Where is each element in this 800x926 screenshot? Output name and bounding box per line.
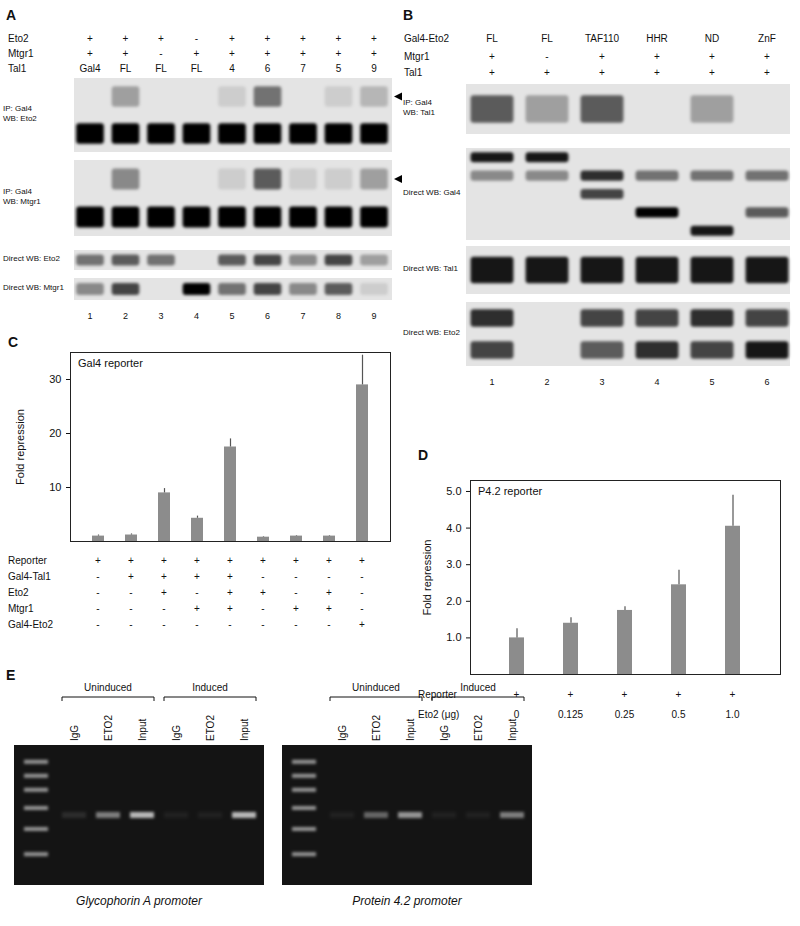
svg-text:4.0: 4.0 [446,522,461,534]
html-text:1: 1 [489,377,495,387]
html-text:Eto2: Eto2 [8,587,29,598]
svg-text:Fold repression: Fold repression [14,409,26,485]
html-text:Glycophorin A promoter: Glycophorin A promoter [76,894,202,908]
svg-text:IgG: IgG [337,725,348,741]
html-text:3: 3 [599,377,605,387]
html-text:6: 6 [264,63,271,74]
html-text:Direct WB: Eto2: Direct WB: Eto2 [403,328,460,337]
html-text:Direct WB: Mtgr1: Direct WB: Mtgr1 [3,283,64,292]
html-text:Uninduced: Uninduced [352,682,400,693]
html-text:Reporter: Reporter [8,555,47,566]
svg-text:Input: Input [405,719,416,741]
html-text:FL: FL [486,33,498,44]
svg-text:3.0: 3.0 [446,558,461,570]
html-text:Induced: Induced [460,682,496,693]
svg-text:Input: Input [137,719,148,741]
html-text:Gal4-Eto2: Gal4-Eto2 [404,33,449,44]
html-text:ND: ND [704,33,720,44]
svg-text:10: 10 [49,481,61,493]
html-text:IP: Gal4: IP: Gal4 [3,104,32,113]
svg-text:IgG: IgG [439,725,450,741]
html-text:Gal4-Eto2: Gal4-Eto2 [8,619,53,630]
html-text:1.0: 1.0 [725,709,740,720]
html-text:7: 7 [300,63,306,74]
svg-text:IgG: IgG [69,725,80,741]
html-text:Direct WB: Gal4: Direct WB: Gal4 [403,188,461,197]
svg-text:5.0: 5.0 [446,485,461,497]
html-text:0.25: 0.25 [614,709,635,720]
html-text:6: 6 [265,311,270,321]
html-text:Direct WB: Eto2: Direct WB: Eto2 [3,254,60,263]
svg-text:ETO2: ETO2 [473,715,484,741]
html-text:Mtgr1: Mtgr1 [8,48,34,59]
html-text:Protein 4.2 promoter: Protein 4.2 promoter [352,894,462,908]
svg-text:ETO2: ETO2 [371,715,382,741]
html-text:Reporter: Reporter [418,689,457,700]
html-text:FL: FL [541,33,553,44]
html-text:Eto2: Eto2 [8,33,29,44]
html-text:D: D [418,447,429,463]
html-text:FL: FL [155,63,167,74]
html-text:3: 3 [158,311,164,321]
html-text:WB: Tal1: WB: Tal1 [403,108,435,117]
html-text:Gal4 reporter: Gal4 reporter [78,357,143,369]
html-text:Uninduced: Uninduced [84,682,132,693]
svg-text:Input: Input [507,719,518,741]
svg-text:2.0: 2.0 [446,595,461,607]
html-text:IP: Gal4: IP: Gal4 [3,187,32,196]
html-text:7: 7 [300,311,306,321]
html-text:FL: FL [119,63,132,74]
svg-text:ETO2: ETO2 [205,715,216,741]
html-text:0.5: 0.5 [671,709,686,720]
html-text:WB: Mtgr1: WB: Mtgr1 [3,197,41,206]
html-text:0.125: 0.125 [558,709,583,720]
html-text:Mtgr1: Mtgr1 [404,51,430,62]
html-text:5: 5 [709,377,715,387]
html-text:4: 4 [654,377,660,387]
html-text:C: C [8,334,19,350]
html-text:8: 8 [336,311,341,321]
html-text:B: B [403,7,414,23]
html-text:TAF110: TAF110 [585,33,619,44]
html-text:HHR: HHR [646,33,668,44]
svg-text:IgG: IgG [171,725,182,741]
html-text:9: 9 [371,63,377,74]
html-text:P4.2 reporter: P4.2 reporter [478,485,543,497]
html-text:Direct WB: Tal1: Direct WB: Tal1 [403,264,458,273]
html-text:9: 9 [371,311,377,321]
html-text:2: 2 [123,311,128,321]
html-text:4: 4 [229,63,235,74]
html-text:2: 2 [544,377,550,387]
html-text:Tal1: Tal1 [404,67,423,78]
html-text:6: 6 [764,377,770,387]
html-text:Gal4-Tal1: Gal4-Tal1 [8,571,51,582]
html-text:IP: Gal4: IP: Gal4 [403,98,432,107]
html-text:1: 1 [87,311,93,321]
html-text:Induced: Induced [192,682,228,693]
html-text:ZnF: ZnF [758,33,776,44]
svg-text:20: 20 [49,427,61,439]
html-text:Eto2 (μg): Eto2 (μg) [418,709,460,720]
svg-text:Fold repression: Fold repression [421,540,433,616]
svg-text:ETO2: ETO2 [103,715,114,741]
svg-text:30: 30 [49,373,61,385]
html-text:5: 5 [229,311,235,321]
html-text:A: A [6,7,17,23]
html-text:0: 0 [513,709,520,720]
html-text:4: 4 [194,311,199,321]
html-text:FL: FL [190,63,203,74]
svg-text:Input: Input [239,719,250,741]
html-text:WB: Eto2: WB: Eto2 [3,114,37,123]
svg-text:1.0: 1.0 [446,631,461,643]
html-text:Gal4: Gal4 [79,63,101,74]
html-text:Mtgr1: Mtgr1 [8,603,34,614]
html-text:E: E [6,667,16,683]
html-text:Tal1: Tal1 [8,63,27,74]
html-text:5: 5 [335,63,342,74]
